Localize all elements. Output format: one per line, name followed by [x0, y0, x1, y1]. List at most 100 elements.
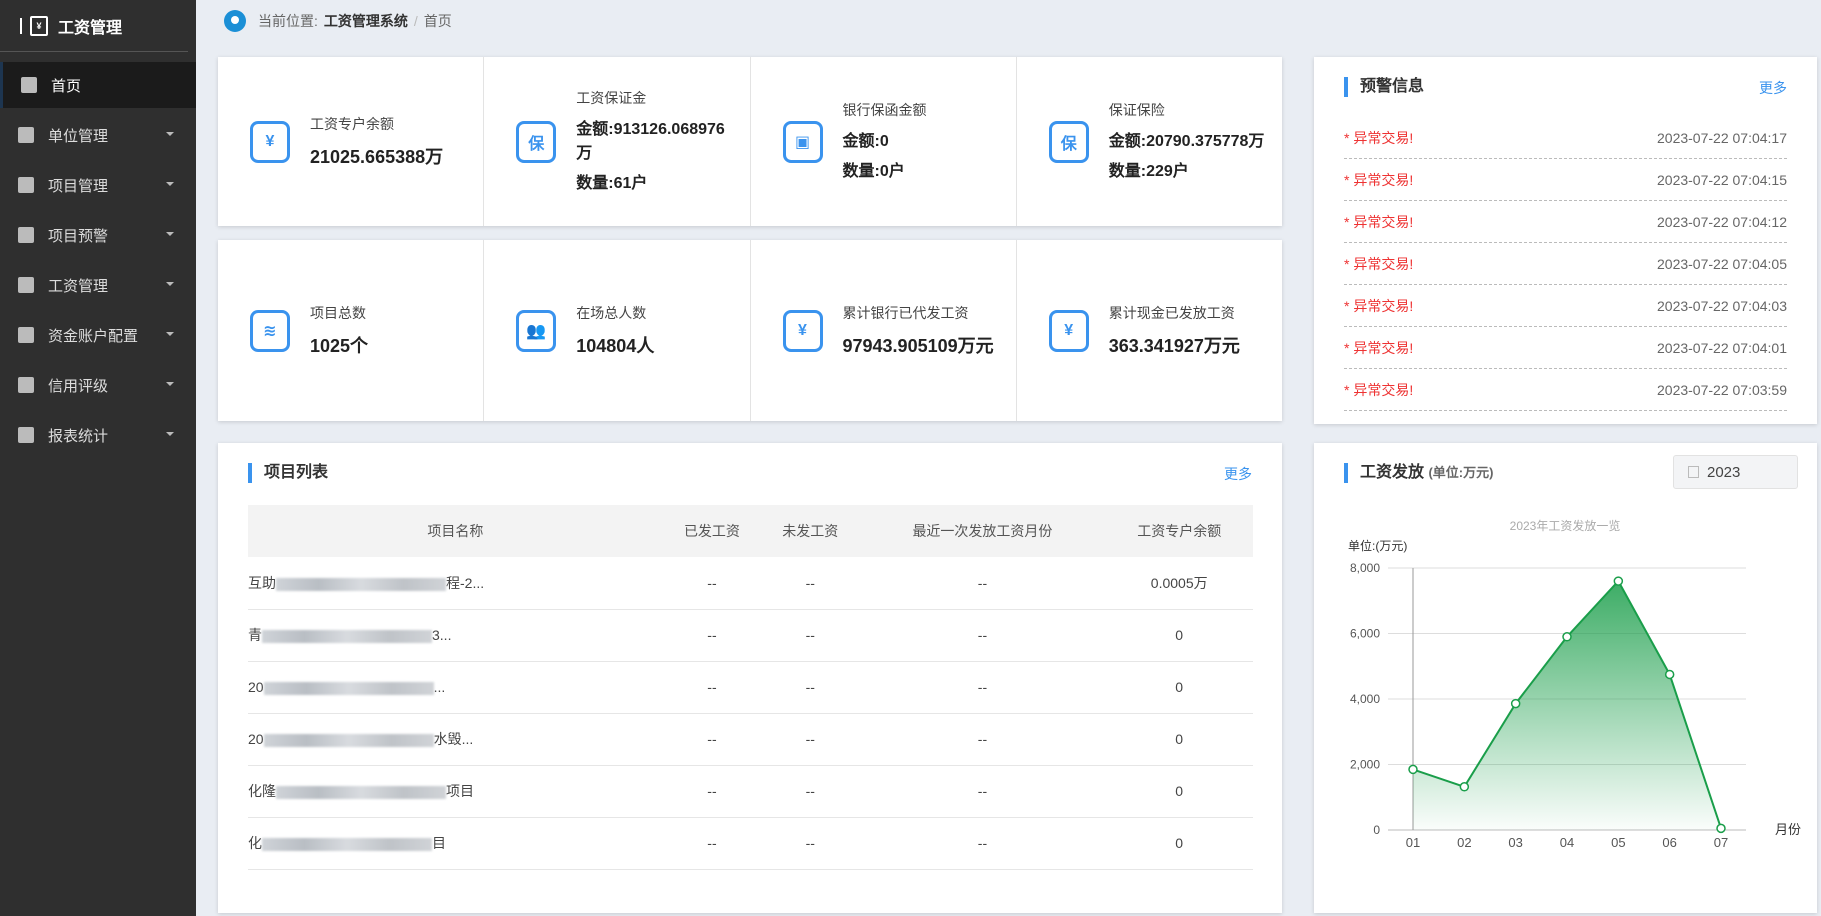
project-more-link[interactable]: 更多 [1224, 466, 1252, 482]
sidebar-item-label: 项目预警 [48, 227, 109, 245]
stat-icon: 保 [1048, 120, 1089, 163]
location-icon [224, 10, 246, 32]
project-name[interactable]: 互助 程-2... [248, 557, 663, 610]
cell-paid: -- [662, 713, 762, 766]
cell-balance: 0 [1105, 713, 1253, 766]
project-name[interactable]: 20 水毁... [248, 713, 663, 766]
sidebar-item-5[interactable]: 资金账户配置 [0, 310, 196, 360]
table-row[interactable]: 青 3... -- -- -- 0 [248, 609, 1253, 662]
table-row[interactable]: 20... -- -- -- 0 [248, 661, 1253, 714]
x-tick-label: 06 [1662, 835, 1676, 850]
chevron-down-icon [166, 232, 174, 240]
warning-item[interactable]: * 异常交易! 2023-07-22 07:04:05 [1344, 243, 1787, 285]
app-title: 工资管理 [58, 19, 123, 37]
cell-paid: -- [662, 817, 762, 870]
project-name[interactable]: 化目 [248, 817, 663, 870]
warning-more-link[interactable]: 更多 [1759, 80, 1787, 96]
stat-amount: 金额:913126.068976万 [576, 120, 725, 162]
stat-title: 银行保函金额 [842, 101, 927, 118]
calendar-icon [1688, 466, 1699, 478]
sidebar-item-7[interactable]: 报表统计 [0, 410, 196, 460]
sidebar-item-label: 资金账户配置 [48, 327, 139, 345]
stat-icon: ▣ [782, 120, 823, 163]
sidebar-item-6[interactable]: 信用评级 [0, 360, 196, 410]
stat-value: 363.341927万元 [1108, 335, 1240, 356]
warning-item[interactable]: * 异常交易! 2023-07-22 07:04:12 [1344, 201, 1787, 243]
warning-item[interactable]: * 异常交易! 2023-07-22 07:04:15 [1344, 159, 1787, 201]
warning-item[interactable]: * 异常交易! 2023-07-22 07:03:59 [1344, 369, 1787, 411]
sidebar-item-label: 首页 [51, 77, 82, 95]
table-row[interactable]: 互助 程-2... -- -- -- 0.0005万 [248, 557, 1253, 610]
chevron-down-icon [166, 282, 174, 290]
y-tick-label: 2,000 [1350, 758, 1380, 772]
stat-item: ≋ 项目总数 1025个 [218, 240, 485, 421]
cell-last_month: -- [859, 713, 1106, 766]
project-list-panel: 项目列表 更多 项目名称 已发工资 未发工资 最近一次发放工资月份 工资专户余额 互助 程-… [218, 443, 1282, 913]
cell-unpaid: -- [761, 661, 860, 714]
chevron-down-icon [166, 432, 174, 440]
stat-icon: 👥 [516, 309, 557, 352]
y-tick-label: 0 [1373, 823, 1380, 837]
cell-unpaid: -- [761, 817, 860, 870]
column-header: 项目名称 [248, 505, 663, 557]
cell-balance: 0.0005万 [1105, 557, 1253, 610]
stat-title: 在场总人数 [576, 304, 647, 321]
table-row[interactable]: 化隆 项目 -- -- -- 0 [248, 765, 1253, 818]
stat-item: ¥ 累计银行已代发工资 97943.905109万元 [751, 240, 1017, 421]
data-point [1408, 764, 1418, 775]
redacted-text [262, 837, 432, 851]
cell-balance: 0 [1105, 765, 1253, 818]
table-row[interactable]: 化目 -- -- -- 0 [248, 817, 1253, 870]
stat-value: 104804人 [576, 335, 655, 356]
project-name[interactable]: 青 3... [248, 609, 663, 662]
warning-time: 2023-07-22 07:04:12 [1657, 213, 1787, 230]
sidebar-item-label: 单位管理 [48, 127, 109, 145]
home-icon [21, 77, 37, 93]
project-name[interactable]: 20... [248, 661, 663, 714]
box-icon [18, 177, 34, 193]
warning-item[interactable]: * 异常交易! 2023-07-22 07:04:17 [1344, 117, 1787, 159]
cell-last_month: -- [859, 661, 1106, 714]
warning-text: * 异常交易! [1344, 255, 1414, 272]
stat-item: 👥 在场总人数 104804人 [484, 240, 751, 421]
warning-time: 2023-07-22 07:04:01 [1657, 339, 1787, 356]
warning-time: 2023-07-22 07:04:17 [1657, 129, 1787, 146]
data-point [1510, 698, 1521, 709]
box-icon [18, 227, 34, 243]
table-row[interactable]: 20 水毁... -- -- -- 0 [248, 713, 1253, 766]
warning-time: 2023-07-22 07:03:59 [1657, 381, 1787, 398]
warning-item[interactable]: * 异常交易! 2023-07-22 07:04:01 [1344, 327, 1787, 369]
cell-unpaid: -- [761, 713, 860, 766]
warning-time: 2023-07-22 07:04:03 [1657, 297, 1787, 314]
sidebar-item-3[interactable]: 项目预警 [0, 210, 196, 260]
sidebar-item-0[interactable]: 首页 [0, 62, 196, 108]
cell-last_month: -- [859, 765, 1106, 818]
x-tick-label: 02 [1457, 835, 1471, 850]
x-tick-label: 04 [1560, 835, 1574, 850]
chevron-down-icon [166, 332, 174, 340]
breadcrumb-prefix: 当前位置: [258, 13, 318, 29]
redacted-text [276, 785, 446, 799]
project-list-title: 项目列表 [248, 463, 328, 483]
warning-text: * 异常交易! [1344, 171, 1414, 188]
year-picker[interactable]: 2023 [1673, 455, 1798, 489]
stat-count: 数量:0户 [842, 162, 905, 180]
report-icon [18, 427, 34, 443]
breadcrumb: 当前位置: 工资管理系统 / 首页 [224, 10, 452, 32]
stat-value: 97943.905109万元 [842, 335, 994, 356]
warning-item[interactable]: * 异常交易! 2023-07-22 07:04:03 [1344, 285, 1787, 327]
sidebar-item-4[interactable]: 工资管理 [0, 260, 196, 310]
sidebar-item-2[interactable]: 项目管理 [0, 160, 196, 210]
stat-amount: 金额:0 [842, 132, 889, 150]
column-header: 未发工资 [761, 505, 860, 557]
breadcrumb-system[interactable]: 工资管理系统 [323, 13, 408, 29]
project-name[interactable]: 化隆 项目 [248, 765, 663, 818]
warning-text: * 异常交易! [1344, 339, 1414, 356]
yen-icon [18, 327, 34, 343]
y-tick-label: 4,000 [1350, 692, 1380, 706]
chevron-down-icon [166, 182, 174, 190]
data-point [1716, 823, 1726, 834]
x-tick-label: 05 [1611, 835, 1625, 850]
sidebar-item-1[interactable]: 单位管理 [0, 110, 196, 160]
